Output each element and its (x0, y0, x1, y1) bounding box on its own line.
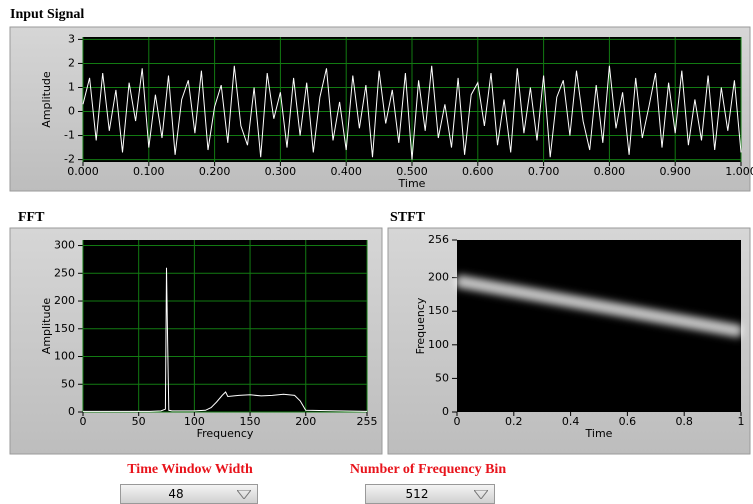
x-axis-label: Frequency (197, 427, 254, 440)
chart-title: FFT (18, 210, 45, 225)
x-tick-label: 1.000 (725, 165, 753, 178)
x-tick-label: 255 (357, 415, 378, 428)
x-tick-label: 0.6 (619, 415, 637, 428)
x-tick-label: 200 (295, 415, 316, 428)
y-axis-label: Amplitude (40, 298, 53, 355)
x-tick-label: 1 (738, 415, 745, 428)
y-axis-label: Amplitude (40, 71, 53, 128)
control-label: Time Window Width (80, 462, 300, 478)
y-tick-label: 0 (442, 405, 449, 418)
x-tick-label: 0.900 (659, 165, 691, 178)
plot-area (83, 240, 367, 412)
y-tick-label: 200 (54, 294, 75, 307)
x-tick-label: 0.800 (594, 165, 626, 178)
y-tick-label: 300 (54, 239, 75, 252)
y-tick-label: 50 (435, 371, 449, 384)
x-tick-label: 0.4 (562, 415, 580, 428)
y-tick-label: 3 (68, 32, 75, 45)
y-tick-label: 100 (54, 350, 75, 363)
dropdown-value: 48 (121, 485, 231, 503)
y-tick-label: -2 (64, 153, 75, 166)
y-tick-label: 150 (54, 322, 75, 335)
y-tick-label: 256 (428, 233, 449, 246)
x-tick-label: 0.2 (505, 415, 523, 428)
x-tick-label: 0.200 (199, 165, 231, 178)
x-axis-label: Time (585, 427, 613, 440)
x-tick-label: 0.100 (133, 165, 165, 178)
dropdown-arrow (237, 490, 251, 499)
chart-title: Input Signal (10, 7, 84, 22)
chart-title: STFT (390, 210, 426, 225)
y-tick-label: 200 (428, 271, 449, 284)
y-tick-label: 0 (68, 105, 75, 118)
x-tick-label: 0.400 (330, 165, 362, 178)
x-tick-label: 0.300 (265, 165, 297, 178)
x-tick-label: 0.600 (462, 165, 494, 178)
x-tick-label: 50 (132, 415, 146, 428)
x-axis-label: Time (398, 177, 426, 190)
y-tick-label: 100 (428, 338, 449, 351)
y-tick-label: -1 (64, 129, 75, 142)
x-tick-label: 0.000 (67, 165, 99, 178)
x-tick-label: 0 (80, 415, 87, 428)
y-tick-label: 1 (68, 80, 75, 93)
y-tick-label: 50 (61, 377, 75, 390)
dropdown[interactable]: 512 (365, 484, 495, 504)
y-tick-label: 2 (68, 56, 75, 69)
page: Input Signal-2-101230.0000.1000.2000.300… (0, 0, 753, 504)
y-tick-label: 0 (68, 405, 75, 418)
x-tick-label: 0.700 (528, 165, 560, 178)
control-label: Number of Frequency Bin (318, 462, 538, 478)
x-tick-label: 0.8 (675, 415, 693, 428)
y-tick-label: 150 (428, 304, 449, 317)
dropdown[interactable]: 48 (120, 484, 258, 504)
y-tick-label: 250 (54, 266, 75, 279)
y-axis-label: Frequency (414, 297, 427, 354)
dropdown-arrow (474, 490, 488, 499)
dropdown-value: 512 (366, 485, 468, 503)
x-tick-label: 0 (454, 415, 461, 428)
